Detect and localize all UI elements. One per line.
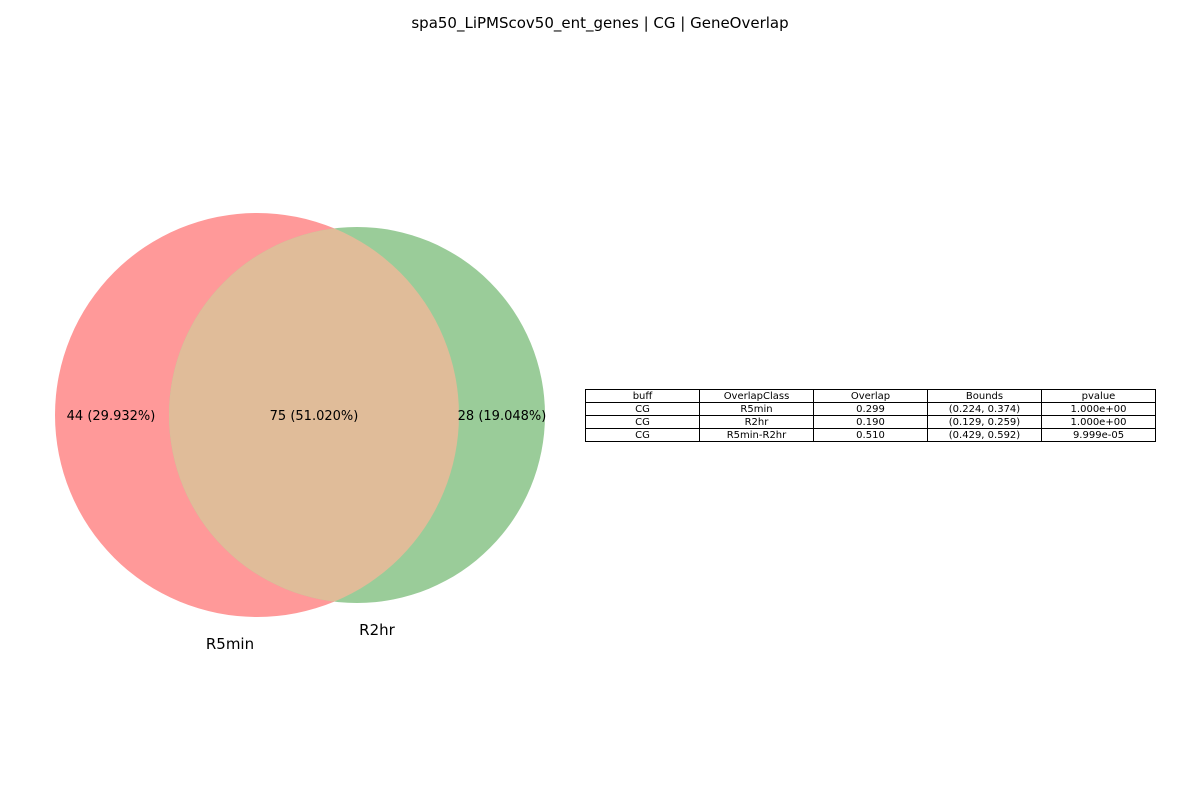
table-row: CG R5min-R2hr 0.510 (0.429, 0.592) 9.999…: [585, 428, 1156, 442]
table-cell: (0.129, 0.259): [927, 415, 1042, 429]
venn-diagram: 44 (29.932%) 75 (51.020%) 28 (19.048%) R…: [55, 213, 547, 653]
table-header-row: buff OverlapClass Overlap Bounds pvalue: [585, 389, 1156, 403]
table-row: CG R5min 0.299 (0.224, 0.374) 1.000e+00: [585, 402, 1156, 416]
r5min-only-count: 44 (29.932%): [67, 409, 156, 424]
table-cell: R5min: [699, 402, 814, 416]
table-cell: 1.000e+00: [1041, 415, 1156, 429]
set-label-r2hr: R2hr: [359, 621, 395, 639]
r2hr-only-count: 28 (19.048%): [458, 409, 547, 424]
column-header: buff: [585, 389, 700, 403]
table-cell: 0.510: [813, 428, 928, 442]
table-cell: R2hr: [699, 415, 814, 429]
column-header: Bounds: [927, 389, 1042, 403]
table-cell: CG: [585, 415, 700, 429]
table-cell: 0.299: [813, 402, 928, 416]
stats-table: buff OverlapClass Overlap Bounds pvalue …: [585, 389, 1156, 442]
intersection-count: 75 (51.020%): [270, 409, 359, 424]
table-cell: (0.224, 0.374): [927, 402, 1042, 416]
chart-title: spa50_LiPMScov50_ent_genes | CG | GeneOv…: [411, 14, 789, 32]
table-cell: CG: [585, 402, 700, 416]
table-cell: 9.999e-05: [1041, 428, 1156, 442]
table-cell: (0.429, 0.592): [927, 428, 1042, 442]
table-cell: CG: [585, 428, 700, 442]
table-cell: R5min-R2hr: [699, 428, 814, 442]
table-cell: 1.000e+00: [1041, 402, 1156, 416]
column-header: Overlap: [813, 389, 928, 403]
column-header: OverlapClass: [699, 389, 814, 403]
table-cell: 0.190: [813, 415, 928, 429]
set-label-r5min: R5min: [206, 635, 254, 653]
column-header: pvalue: [1041, 389, 1156, 403]
table-row: CG R2hr 0.190 (0.129, 0.259) 1.000e+00: [585, 415, 1156, 429]
